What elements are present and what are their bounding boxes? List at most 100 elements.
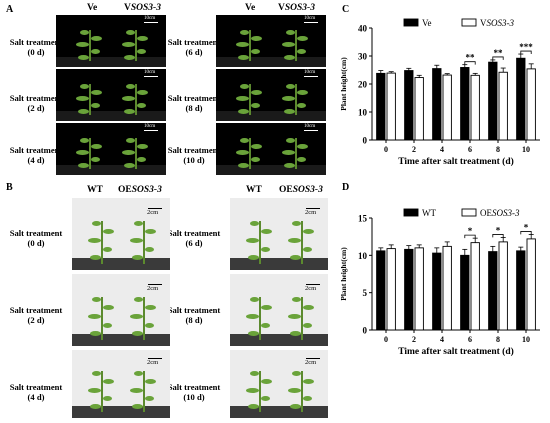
plant-leaf — [78, 162, 89, 168]
significance-marker: ** — [494, 48, 504, 58]
row-label-a-10: Salt treatment (10 d) — [167, 145, 221, 165]
plant-leaf — [248, 403, 260, 409]
col-head-ve-right: Ve — [245, 3, 256, 13]
bar — [516, 57, 526, 141]
plant-leaf — [297, 90, 309, 96]
col-head-oe-right: OESOS3-3 — [279, 185, 323, 195]
plant-leaf — [103, 395, 113, 401]
row-label-a-0: Salt treatment (0 d) — [9, 37, 63, 57]
legend-swatch — [403, 208, 419, 217]
plant-leaf — [297, 48, 307, 54]
plant-stem — [259, 220, 262, 264]
y-tick-label: 10 — [358, 108, 368, 118]
plant-leaf — [137, 102, 147, 108]
x-tick-label: 8 — [496, 335, 500, 344]
bar-chart-d: 0 5 10 15 0 2 4 6 * 8 * 10 * Time after salt treatmen… — [339, 208, 540, 357]
plant-leaf — [251, 102, 260, 108]
bar — [460, 254, 470, 331]
y-axis-title: Plant height(cm) — [339, 57, 348, 111]
legend-label: OESOS3-3 — [480, 208, 520, 218]
plant-leaf — [251, 90, 262, 96]
y-tick-label: 15 — [358, 214, 368, 224]
significance-bracket — [520, 231, 532, 235]
bar — [404, 248, 414, 331]
plant-leaf — [236, 42, 249, 48]
plant-leaf — [88, 387, 102, 393]
plant-leaf — [126, 137, 136, 143]
plant-leaf — [90, 331, 102, 337]
row-label-b-0: Salt treatment (0 d) — [9, 228, 63, 248]
plant-leaf — [131, 403, 143, 409]
plant-leaf — [133, 296, 143, 302]
row-label-b-4: Salt treatment (4 d) — [9, 382, 63, 402]
plant-leaf — [286, 29, 296, 35]
plant-leaf — [91, 156, 100, 162]
plant-stem — [300, 371, 303, 412]
plant-leaf — [250, 296, 260, 302]
plant-leaf — [137, 90, 149, 96]
plant-leaf — [289, 331, 301, 337]
plant-leaf — [124, 162, 136, 168]
photo-b-day2: 2cm — [72, 274, 170, 346]
x-axis-title: Time after salt treatment (d) — [398, 346, 514, 357]
panel-letter-d: D — [342, 182, 350, 193]
plant-leaf — [91, 90, 102, 96]
plant-leaf — [250, 220, 260, 226]
col-head-vsos-left: VSOS3-3 — [124, 3, 161, 13]
y-tick-label: 40 — [358, 24, 368, 34]
plant-stem — [142, 296, 145, 340]
plant-leaf — [286, 83, 296, 89]
plant-leaf — [144, 395, 154, 401]
plant-leaf — [92, 296, 102, 302]
plant-leaf — [261, 395, 271, 401]
plant-leaf — [287, 387, 301, 393]
bar — [414, 247, 424, 331]
plant-leaf — [80, 29, 89, 35]
row-label-a-6: Salt treatment (6 d) — [167, 37, 221, 57]
plant-leaf — [287, 314, 301, 320]
plant-stem — [259, 296, 262, 340]
plant-leaf — [91, 102, 100, 108]
legend-label: WT — [422, 208, 436, 218]
x-tick-label: 6 — [468, 335, 472, 344]
photo-a-day10: 10cm — [216, 123, 326, 175]
x-tick-label: 6 — [468, 145, 472, 154]
plant-leaf — [144, 229, 156, 235]
bar — [376, 72, 386, 141]
plant-leaf — [297, 102, 307, 108]
plant-leaf — [302, 395, 312, 401]
x-tick-label: 0 — [384, 335, 388, 344]
plant-stem — [249, 29, 251, 61]
plant-leaf — [250, 371, 260, 377]
plant-leaf — [251, 156, 260, 162]
row-label-a-4: Salt treatment (4 d) — [9, 145, 63, 165]
plant-leaf — [246, 314, 260, 320]
plant-stem — [142, 220, 145, 264]
bar — [488, 251, 498, 331]
bar — [516, 250, 526, 331]
plant-leaf — [129, 387, 143, 393]
significance-bracket — [464, 61, 476, 65]
plant-leaf — [91, 144, 102, 150]
plant-leaf — [302, 305, 314, 311]
bar — [442, 74, 452, 141]
plant-leaf — [284, 162, 296, 168]
bar — [376, 250, 386, 331]
plant-leaf — [240, 83, 249, 89]
y-tick-label: 20 — [358, 80, 368, 90]
plant-leaf — [282, 150, 296, 156]
legend-swatch — [403, 18, 419, 27]
plant-leaf — [144, 322, 154, 328]
plant-stem — [89, 83, 91, 115]
significance-bracket — [492, 56, 504, 60]
plant-leaf — [76, 150, 89, 156]
plant-leaf — [137, 156, 147, 162]
plant-leaf — [126, 83, 136, 89]
legend-swatch — [461, 208, 477, 217]
plant-leaf — [124, 54, 136, 60]
plant-leaf — [76, 42, 89, 48]
photo-a-day6: 10cm — [216, 15, 326, 67]
plant-leaf — [92, 220, 102, 226]
bar — [460, 67, 470, 141]
y-tick-label: 30 — [358, 52, 368, 62]
